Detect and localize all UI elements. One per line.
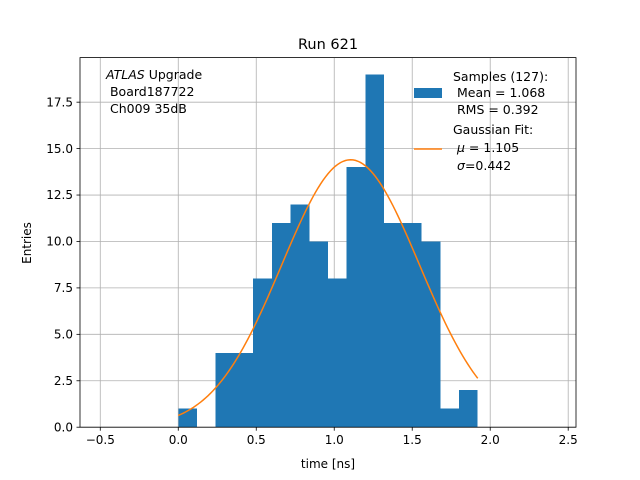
legend-samples-line-2: Mean = 1.068 xyxy=(453,85,545,100)
y-tick-label-0: 0.0 xyxy=(54,420,73,434)
y-tick-label-4: 10.0 xyxy=(46,235,73,249)
histogram-bar-2 xyxy=(215,352,235,428)
annotation-line-3: Ch009 35dB xyxy=(106,101,187,116)
gaussian-fit-curve xyxy=(177,158,479,417)
chart-title: Run 621 xyxy=(298,37,358,53)
histogram-bar-4 xyxy=(253,278,272,428)
y-tick-label-6: 15.0 xyxy=(46,142,73,156)
y-tick-label-2: 5.0 xyxy=(54,328,73,342)
histogram-bar-8 xyxy=(328,278,347,428)
x-tick-label-0: −0.5 xyxy=(86,433,115,447)
y-axis-label: Entries xyxy=(20,222,34,264)
y-axis-ticks: 0.0 2.5 5.0 7.5 10.0 12.5 15.0 17.5 xyxy=(46,95,80,434)
x-tick-label-4: 1.5 xyxy=(403,433,422,447)
fit-curve-group xyxy=(177,158,479,417)
legend-sigma-symbol: σ xyxy=(457,158,466,173)
histogram-bar-12 xyxy=(402,222,422,428)
histogram-bar-11 xyxy=(384,222,403,428)
legend-sigma-value: =0.442 xyxy=(465,158,511,173)
annotation-line-1: ATLAS Upgrade xyxy=(105,67,202,82)
plot-frame xyxy=(79,57,577,428)
x-tick-label-3: 1.0 xyxy=(325,433,344,447)
annotation-block: ATLAS Upgrade Board187722 Ch009 35dB xyxy=(105,67,202,116)
histogram-bar-10 xyxy=(365,74,385,428)
annotation-atlas: ATLAS xyxy=(105,67,145,82)
legend: Samples (127): Mean = 1.068 RMS = 0.392 … xyxy=(414,69,548,173)
histogram-bars xyxy=(178,74,478,428)
x-tick-label-2: 0.5 xyxy=(247,433,266,447)
legend-fit-line-1: Gaussian Fit: xyxy=(453,122,533,137)
legend-mu-value: = 1.105 xyxy=(465,140,519,155)
legend-samples-line-3: RMS = 0.392 xyxy=(453,102,539,117)
annotation-upgrade: Upgrade xyxy=(145,67,203,82)
x-axis-label: time [ns] xyxy=(301,457,355,471)
legend-samples-patch xyxy=(414,88,442,98)
x-tick-label-6: 2.5 xyxy=(559,433,578,447)
x-axis-ticks: −0.5 0.0 0.5 1.0 1.5 2.0 2.5 xyxy=(86,427,578,447)
histogram-bar-5 xyxy=(271,222,291,428)
legend-samples-line-1: Samples (127): xyxy=(453,69,548,84)
histogram-bar-9 xyxy=(346,167,366,428)
y-tick-label-1: 2.5 xyxy=(54,374,73,388)
y-tick-label-7: 17.5 xyxy=(46,95,73,109)
histogram-bar-14 xyxy=(440,408,460,428)
legend-fit-mu: μ = 1.105 xyxy=(456,140,519,155)
histogram-bar-3 xyxy=(234,352,254,428)
histogram-bar-15 xyxy=(459,390,478,428)
histogram-bar-13 xyxy=(421,241,441,428)
y-tick-label-3: 7.5 xyxy=(54,281,73,295)
legend-fit-sigma: σ=0.442 xyxy=(457,158,511,173)
y-tick-label-5: 12.5 xyxy=(46,188,73,202)
legend-mu-symbol: μ xyxy=(456,140,465,155)
annotation-line-2: Board187722 xyxy=(106,84,194,99)
x-tick-label-1: 0.0 xyxy=(169,433,188,447)
histogram-bar-6 xyxy=(290,204,310,428)
histogram-bar-7 xyxy=(309,241,328,428)
x-tick-label-5: 2.0 xyxy=(481,433,500,447)
